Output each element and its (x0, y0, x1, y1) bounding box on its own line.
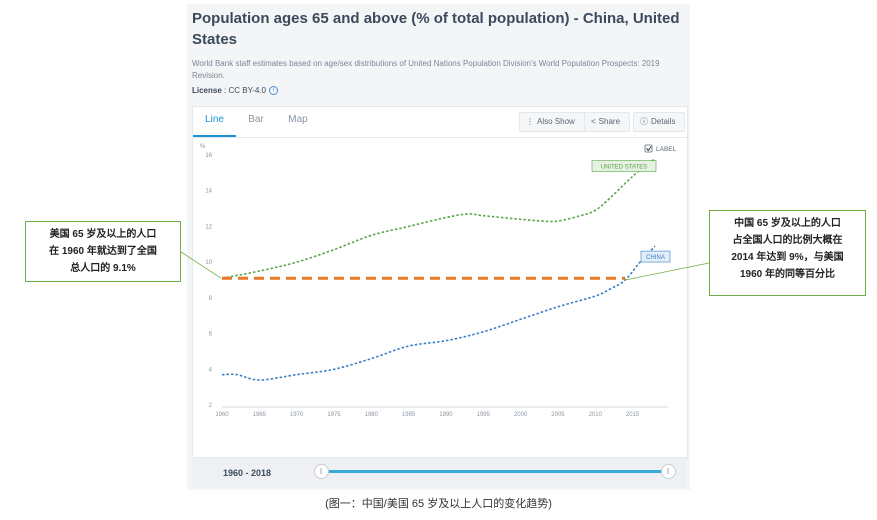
callout-china-line: 1960 年的同等百分比 (739, 269, 836, 280)
y-tick-label: 14 (205, 189, 212, 195)
callout-us-text: 美国 65 岁及以上的人口在 1960 年就达到了全国 总人口的 9.1% (26, 226, 180, 277)
callout-us-line: 总人口的 9.1% (70, 263, 136, 274)
series-label-china: CHINA (646, 255, 665, 261)
callout-china-text: 中国 65 岁及以上的人口 占全国人口的比例大概在 2014 年达到 9%，与美国 1… (710, 215, 865, 283)
callout-us: 美国 65 岁及以上的人口在 1960 年就达到了全国 总人口的 9.1% (25, 221, 181, 282)
callout-china: 中国 65 岁及以上的人口 占全国人口的比例大概在 2014 年达到 9%，与美国 1… (709, 210, 866, 296)
callout-us-line: 美国 65 岁及以上的人口 (49, 229, 157, 240)
callout-us-connector (180, 251, 222, 279)
x-tick-label: 2010 (589, 412, 603, 418)
series-line-china (221, 245, 656, 381)
share-label: Share (598, 117, 621, 126)
x-tick-label: 1960 (215, 412, 229, 418)
callout-china-connector (625, 262, 710, 281)
license-label: License (192, 86, 222, 95)
page-title: Population ages 65 and above (% of total… (192, 10, 680, 48)
year-range: 1960 - 2018 (222, 468, 272, 478)
x-tick-label: 1980 (365, 412, 379, 418)
y-tick-label: 10 (205, 260, 212, 266)
x-tick-label: 2000 (514, 412, 528, 418)
source-note: World Bank staff estimates based on age/… (192, 59, 660, 80)
share-button[interactable]: < Share (584, 112, 631, 132)
series-line-united-states (221, 157, 656, 279)
callout-china-line: 中国 65 岁及以上的人口 (734, 218, 841, 229)
details-icon: ⓘ (640, 117, 648, 126)
range-slider[interactable] (320, 470, 670, 473)
slider-handle-end[interactable] (661, 464, 676, 479)
details-button[interactable]: ⓘ Details (633, 112, 686, 132)
slider-handle-start[interactable] (314, 464, 329, 479)
x-tick-label: 2005 (551, 412, 565, 418)
license-value: : CC BY-4.0 (221, 86, 266, 95)
checkmark-icon (646, 146, 652, 152)
y-tick-label: 2 (209, 403, 213, 409)
y-axis-label: % (200, 144, 206, 150)
y-tick-label: 12 (205, 224, 212, 230)
figure-caption: (图一：中国/美国 65 岁及以上人口的变化趋势) (325, 498, 552, 510)
share-icon: < (591, 117, 596, 126)
series-label-china-box (640, 250, 671, 263)
details-label: Details (651, 117, 676, 126)
series-label-united-states-box (591, 160, 657, 172)
y-tick-label: 4 (209, 367, 213, 373)
also-show-label: Also Show (537, 117, 575, 126)
y-tick-label: 8 (209, 296, 213, 302)
callout-us-line: 在 1960 年就达到了全国 (49, 246, 157, 257)
x-tick-label: 1975 (327, 412, 341, 418)
callout-china-line: 占全国人口的比例大概在 (732, 235, 843, 246)
x-tick-label: 1990 (439, 412, 453, 418)
y-tick-label: 16 (205, 153, 212, 159)
series-label-united-states: UNITED STATES (601, 165, 647, 171)
tab-line[interactable]: Line (193, 107, 236, 137)
chart-tabs: Line Bar Map ⋮ Also Show < Share ⓘ Details (193, 107, 687, 138)
tab-map[interactable]: Map (288, 114, 308, 125)
x-tick-label: 1970 (290, 412, 304, 418)
x-tick-label: 1965 (253, 412, 267, 418)
y-tick-label: 6 (209, 332, 213, 338)
x-tick-label: 2015 (626, 412, 640, 418)
list-icon: ⋮ (526, 117, 534, 126)
info-icon[interactable]: i (268, 86, 278, 96)
license-line: License : CC BY-4.0 i (192, 86, 278, 96)
x-tick-label: 1995 (477, 412, 491, 418)
time-range-footer: 1960 - 2018 (192, 457, 686, 488)
label-checkbox-text: LABEL (656, 146, 677, 153)
callout-china-line: 2014 年达到 9%，与美国 (731, 252, 844, 263)
tab-bar[interactable]: Bar (248, 114, 264, 125)
x-tick-label: 1985 (402, 412, 416, 418)
